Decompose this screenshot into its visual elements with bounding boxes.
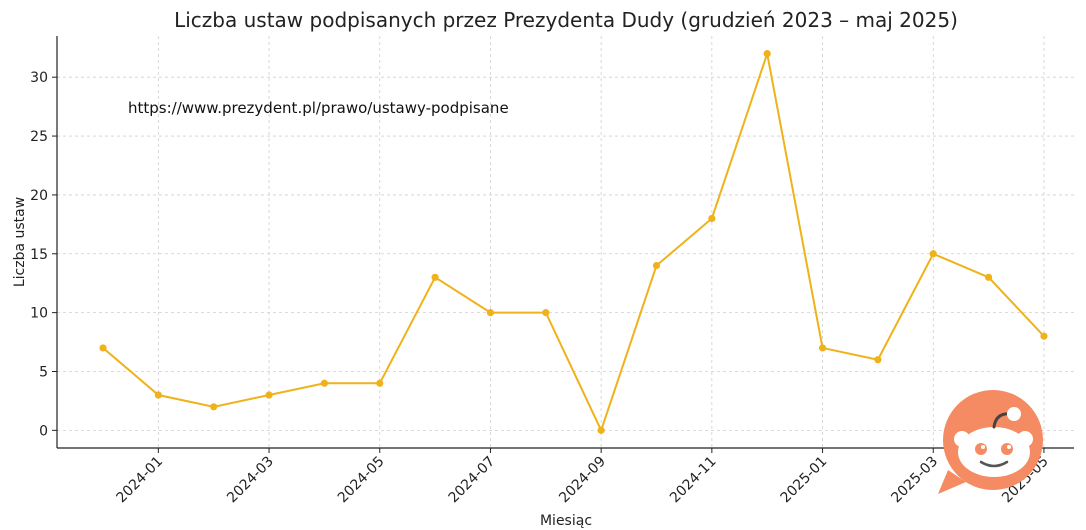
data-point xyxy=(376,379,384,387)
data-point xyxy=(99,344,107,352)
y-tick-label: 25 xyxy=(30,129,48,145)
data-point xyxy=(763,50,771,58)
x-tick-label: 2024-03 xyxy=(224,454,277,507)
y-tick-label: 5 xyxy=(39,364,48,380)
data-point xyxy=(486,309,495,317)
chart-title: Liczba ustaw podpisanych przez Prezydent… xyxy=(174,8,958,32)
source-annotation: https://www.prezydent.pl/prawo/ustawy-po… xyxy=(128,99,509,117)
y-tick-label: 30 xyxy=(30,70,48,86)
x-tick-label: 2024-05 xyxy=(335,454,388,507)
x-ticks: 2024-01 2024-03 2024-05 2024-07 2024-09 2024-… xyxy=(113,448,1052,507)
x-tick-label: 2024-01 xyxy=(113,454,166,507)
x-tick-label: 2024-07 xyxy=(446,454,499,507)
x-tick-label: 2024-11 xyxy=(667,454,720,507)
data-point xyxy=(154,391,162,399)
x-tick-label: 2025-03 xyxy=(888,454,941,507)
grid xyxy=(57,36,1074,448)
data-point xyxy=(320,379,328,387)
data-point xyxy=(652,261,661,270)
data-point xyxy=(874,356,882,364)
data-point xyxy=(1040,332,1048,340)
data-point xyxy=(929,250,937,258)
y-tick-label: 15 xyxy=(30,247,48,263)
x-tick-label: 2024-09 xyxy=(556,454,609,507)
series xyxy=(99,49,1048,434)
data-point xyxy=(542,309,550,317)
y-tick-label: 10 xyxy=(30,306,48,322)
data-point xyxy=(597,426,605,434)
y-ticks: 0 5 10 15 20 25 30 xyxy=(30,70,57,439)
data-point xyxy=(985,273,993,281)
data-point xyxy=(431,273,439,281)
data-point xyxy=(818,344,827,352)
x-tick-label: 2025-01 xyxy=(778,454,831,507)
axes xyxy=(56,36,1074,449)
y-tick-label: 20 xyxy=(30,188,48,204)
data-point xyxy=(265,391,273,399)
data-point xyxy=(210,403,218,411)
data-point xyxy=(708,214,716,223)
y-axis-title: Liczba ustaw xyxy=(12,197,28,287)
x-axis-title: Miesiąc xyxy=(540,513,592,529)
series-line xyxy=(102,49,1045,434)
reddit-icon xyxy=(938,390,1043,494)
y-tick-label: 0 xyxy=(39,423,48,439)
